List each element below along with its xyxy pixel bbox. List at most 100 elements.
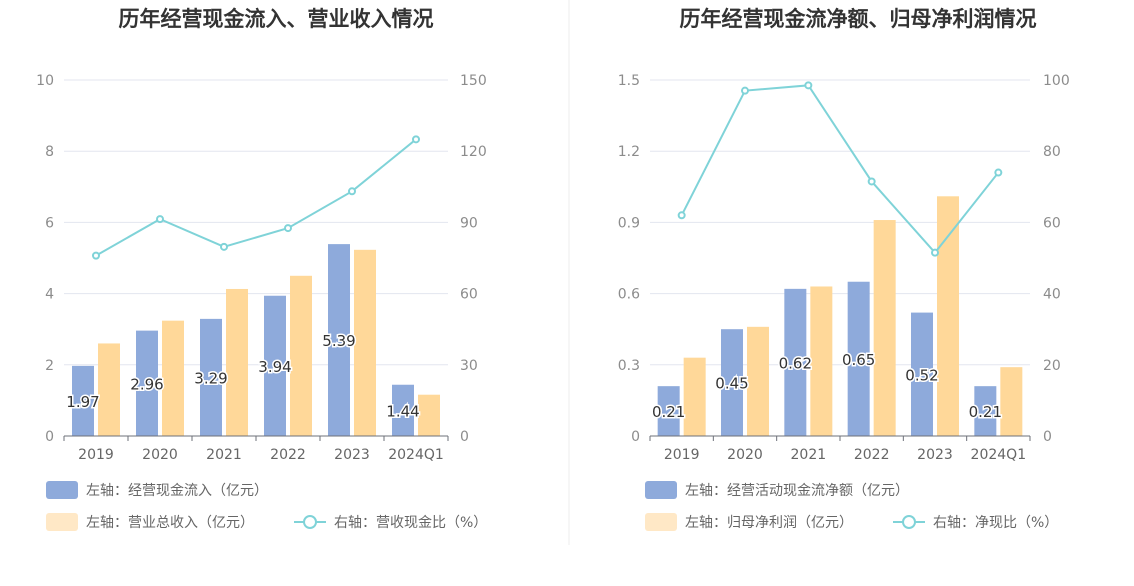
ratio-point — [867, 177, 876, 186]
ratio-point — [284, 224, 292, 233]
bar-orange — [226, 288, 248, 436]
ratio-point — [931, 248, 939, 257]
bar-blue — [328, 244, 350, 436]
x-tick-label: 2023 — [334, 447, 370, 463]
left-tick-label: 8 — [45, 144, 54, 160]
x-tick-label: 2019 — [664, 447, 700, 463]
right-tick-label: 90 — [460, 215, 478, 231]
left-tick-label: 10 — [36, 73, 54, 89]
right-tick-label: 30 — [460, 358, 478, 374]
bar-value-label: 0.65 — [842, 351, 875, 369]
ratio-point — [412, 135, 420, 144]
bar-value-label: 0.45 — [715, 375, 748, 393]
bar-orange — [354, 249, 376, 436]
bar-orange — [418, 394, 440, 436]
bar-orange — [810, 286, 833, 436]
grid-lines — [650, 79, 1030, 366]
legend-label: 右轴：净现比（%） — [933, 515, 1058, 531]
right-tick-label: 120 — [460, 144, 487, 160]
bar-blue — [200, 318, 222, 436]
bar-orange — [98, 343, 120, 436]
left-tick-label: 1.5 — [618, 73, 640, 89]
x-axis: 2019 2020 2021 2022 2023 2024Q1 — [63, 435, 449, 463]
bar-blue — [847, 281, 870, 436]
x-tick-label: 2022 — [270, 447, 306, 463]
legend-label: 左轴：经营现金流入（亿元） — [86, 483, 268, 499]
ratio-point — [804, 81, 813, 90]
legend-label: 左轴：归母净利润（亿元） — [685, 514, 853, 531]
chart-cash-inflow-revenue: 历年经营现金流入、营业收入情况 0 2 4 6 8 10 0 30 60 90 120 150 1.… — [36, 7, 487, 531]
x-tick-label: 2024Q1 — [388, 447, 444, 463]
right-tick-label: 0 — [1043, 429, 1052, 445]
bar-value-labels: 1.97 2.96 3.29 3.94 5.39 1.44 — [65, 331, 421, 422]
bar-blue — [657, 386, 680, 436]
bar-value-label: 0.62 — [779, 354, 812, 372]
chart-net-cash-net-profit: 历年经营现金流净额、归母净利润情况 0 0.3 0.6 0.9 1.2 1.5 0 20 40… — [618, 7, 1070, 531]
legend-label: 右轴：营收现金比（%） — [334, 515, 487, 531]
bar-value-label: 0.21 — [652, 403, 685, 421]
bar-value-labels: 0.21 0.45 0.62 0.65 0.52 0.21 — [650, 349, 1003, 422]
x-tick-label: 2022 — [854, 447, 890, 463]
right-tick-label: 20 — [1043, 358, 1061, 374]
bar-orange — [162, 320, 184, 436]
ratio-point — [677, 211, 686, 220]
right-tick-label: 150 — [460, 73, 487, 89]
left-tick-label: 0.3 — [618, 358, 640, 374]
bar-value-label: 0.21 — [969, 403, 1002, 421]
left-axis-ticks: 0 0.3 0.6 0.9 1.2 1.5 — [618, 73, 640, 445]
x-tick-label: 2020 — [142, 447, 178, 463]
bar-value-label: 2.96 — [130, 375, 163, 393]
right-tick-label: 0 — [460, 429, 469, 445]
legend-marker — [303, 515, 317, 529]
legend-swatch — [645, 481, 677, 499]
left-tick-label: 4 — [45, 287, 54, 303]
left-tick-label: 0.6 — [618, 287, 640, 303]
legend-swatch — [46, 513, 78, 531]
bar-blue — [911, 312, 933, 436]
ratio-polyline — [680, 84, 1000, 255]
bar-orange — [290, 275, 312, 436]
bar-blue — [974, 386, 997, 436]
x-tick-label: 2019 — [78, 447, 114, 463]
x-tick-label: 2021 — [206, 447, 242, 463]
right-tick-label: 60 — [1043, 215, 1061, 231]
right-axis-ticks: 0 30 60 90 120 150 — [460, 73, 487, 445]
bar-blue — [392, 384, 414, 436]
ratio-point — [348, 187, 356, 196]
bar-value-label: 0.52 — [905, 366, 938, 384]
bar-blue — [72, 365, 94, 436]
x-tick-label: 2024Q1 — [971, 447, 1027, 463]
bar-value-label: 3.94 — [258, 358, 291, 376]
left-tick-label: 0.9 — [618, 215, 640, 231]
right-tick-label: 100 — [1043, 73, 1070, 89]
legend-marker — [902, 515, 916, 529]
legend[interactable]: 左轴：经营现金流入（亿元） 左轴：营业总收入（亿元） 右轴：营收现金比（%） — [46, 481, 487, 531]
left-tick-label: 0 — [631, 429, 640, 445]
bars — [657, 196, 1023, 436]
left-axis-ticks: 0 2 4 6 8 10 — [36, 73, 54, 445]
ratio-point — [220, 242, 228, 251]
legend-swatch — [46, 481, 78, 499]
ratio-polyline — [95, 138, 417, 257]
right-tick-label: 80 — [1043, 144, 1061, 160]
legend[interactable]: 左轴：经营活动现金流净额（亿元） 左轴：归母净利润（亿元） 右轴：净现比（%） — [645, 481, 1058, 531]
bar-blue — [136, 330, 158, 436]
left-tick-label: 0 — [45, 429, 54, 445]
chart-title: 历年经营现金流净额、归母净利润情况 — [680, 7, 1037, 31]
left-tick-label: 6 — [45, 215, 54, 231]
bar-orange — [1000, 367, 1023, 436]
bar-blue — [721, 329, 743, 436]
left-tick-label: 2 — [45, 358, 54, 374]
ratio-point — [92, 251, 100, 260]
ratio-line — [677, 81, 1003, 257]
bar-blue — [784, 288, 807, 436]
legend-label: 左轴：经营活动现金流净额（亿元） — [685, 483, 909, 499]
bar-value-label: 5.39 — [322, 332, 355, 350]
bar-orange — [683, 357, 706, 436]
bar-orange — [747, 326, 769, 436]
x-tick-label: 2021 — [791, 447, 827, 463]
right-axis-ticks: 0 20 40 60 80 100 — [1043, 73, 1070, 445]
x-axis: 2019 2020 2021 2022 2023 2024Q1 — [649, 435, 1031, 463]
